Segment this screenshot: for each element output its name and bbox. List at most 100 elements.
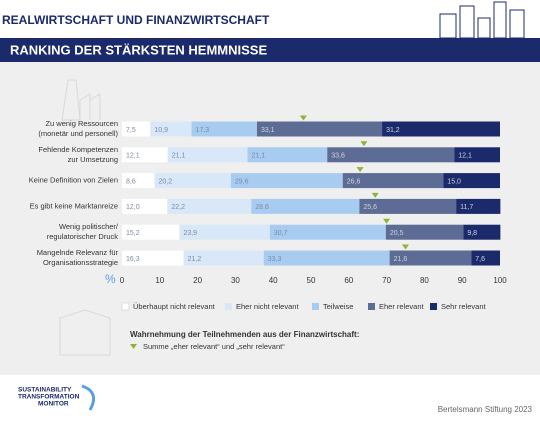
- legend-label: Sehr relevant: [441, 302, 487, 311]
- x-tick-label: 50: [307, 276, 316, 285]
- bar-segment: [385, 224, 464, 240]
- bar-segment: [327, 147, 455, 163]
- legend-label: Überhaupt nicht relevant: [133, 302, 216, 311]
- legend-label: Teilweise: [323, 302, 353, 311]
- marker: [356, 167, 364, 173]
- x-tick-label: 70: [382, 276, 391, 285]
- legend-swatch: [121, 302, 130, 311]
- value-label: 7,5: [126, 127, 136, 134]
- legend-label: Eher nicht relevant: [236, 302, 299, 311]
- chart-title: RANKING DER STÄRKSTEN HEMMNISSE: [10, 42, 267, 57]
- x-tick-label: 60: [344, 276, 353, 285]
- bar-segment: [454, 147, 500, 163]
- bar-segment: [247, 147, 328, 163]
- legend-swatch: [312, 303, 319, 310]
- logo-line: SUSTAINABILITY: [18, 387, 72, 394]
- x-tick-label: 20: [193, 276, 202, 285]
- legend-swatch: [430, 303, 437, 310]
- factory-icon: [59, 79, 111, 356]
- value-label: 33,3: [268, 256, 282, 263]
- value-label: 21,2: [188, 256, 202, 263]
- marker: [360, 141, 368, 147]
- bar-segment: [122, 121, 151, 137]
- value-label: 7,6: [475, 256, 485, 263]
- category-label: Wenig politischer/: [59, 222, 119, 231]
- legend-swatch: [225, 303, 232, 310]
- unit-label: %: [105, 272, 116, 286]
- bar-segment: [122, 147, 168, 163]
- value-label: 23,9: [183, 230, 197, 237]
- value-label: 9,8: [467, 230, 477, 237]
- value-label: 12,1: [126, 153, 140, 160]
- legend-swatch: [368, 303, 375, 310]
- bar-segment: [359, 198, 457, 214]
- logo-swoosh: [81, 384, 96, 411]
- value-label: 26,6: [347, 178, 361, 185]
- value-label: 21,6: [394, 256, 408, 263]
- value-label: 10,9: [154, 127, 168, 134]
- category-label: regulatorischer Druck: [47, 232, 119, 241]
- bar-segment: [443, 173, 500, 189]
- bar-segment: [230, 173, 343, 189]
- bar-segment: [122, 224, 180, 240]
- x-tick-label: 100: [493, 276, 507, 285]
- bar-segment: [263, 250, 390, 266]
- x-tick-label: 0: [120, 276, 125, 285]
- bar-segment: [269, 224, 386, 240]
- value-label: 25,6: [363, 204, 377, 211]
- x-tick-label: 40: [269, 276, 278, 285]
- x-tick-label: 10: [155, 276, 164, 285]
- bar-segment: [471, 250, 500, 266]
- logo-line: TRANSFORMATION: [18, 394, 80, 401]
- value-label: 21,1: [172, 153, 186, 160]
- bar-segment: [191, 121, 257, 137]
- logo-line: MONITOR: [38, 401, 69, 408]
- bar-segment: [122, 173, 155, 189]
- marker: [383, 218, 391, 224]
- category-label: Organisationsstrategie: [43, 258, 118, 267]
- marker: [299, 115, 307, 121]
- value-label: 28,6: [255, 204, 269, 211]
- x-tick-label: 30: [231, 276, 240, 285]
- bar-segment: [251, 198, 360, 214]
- bar-segment: [150, 121, 192, 137]
- bar-segment: [389, 250, 472, 266]
- category-label: Mangelnde Relevanz für: [37, 248, 119, 257]
- category-label: Es gibt keine Marktanreize: [30, 201, 118, 210]
- value-label: 33,6: [331, 153, 345, 160]
- source: Bertelsmann Stiftung 2023: [438, 405, 533, 414]
- bar-segment: [256, 121, 383, 137]
- bar-segment: [179, 224, 270, 240]
- category-label: (monetär und personell): [38, 129, 118, 138]
- value-label: 8,6: [126, 178, 136, 185]
- bar-segment: [167, 198, 252, 214]
- bar-segment: [463, 224, 501, 240]
- marker: [402, 244, 409, 250]
- value-label: 17,3: [196, 127, 210, 134]
- marker: [371, 192, 379, 198]
- title-banner: [0, 38, 540, 62]
- value-label: 11,7: [460, 204, 473, 211]
- value-label: 20,5: [390, 230, 404, 237]
- bar-segment: [183, 250, 264, 266]
- value-label: 15,0: [447, 178, 461, 185]
- value-label: 21,1: [251, 153, 265, 160]
- bar-segment: [456, 198, 501, 214]
- value-label: 16,3: [126, 256, 140, 263]
- marker-legend-title: Wahrnehmung der Teilnehmenden aus der Fi…: [130, 330, 359, 339]
- value-label: 12,0: [126, 204, 140, 211]
- bar-segment: [122, 250, 184, 266]
- value-label: 12,1: [458, 153, 472, 160]
- value-label: 22,2: [171, 204, 185, 211]
- category-label: Keine Definition von Zielen: [29, 176, 118, 185]
- header-title: REALWIRTSCHAFT UND FINANZWIRTSCHAFT: [2, 13, 270, 27]
- x-tick-label: 80: [420, 276, 429, 285]
- value-label: 29,6: [235, 178, 249, 185]
- bar-segment: [122, 198, 168, 214]
- value-label: 33,1: [261, 127, 275, 134]
- value-label: 31,2: [386, 127, 400, 134]
- category-label: zur Umsetzung: [68, 155, 118, 164]
- category-label: Zu wenig Ressourcen: [45, 119, 118, 128]
- value-label: 15,2: [126, 230, 140, 237]
